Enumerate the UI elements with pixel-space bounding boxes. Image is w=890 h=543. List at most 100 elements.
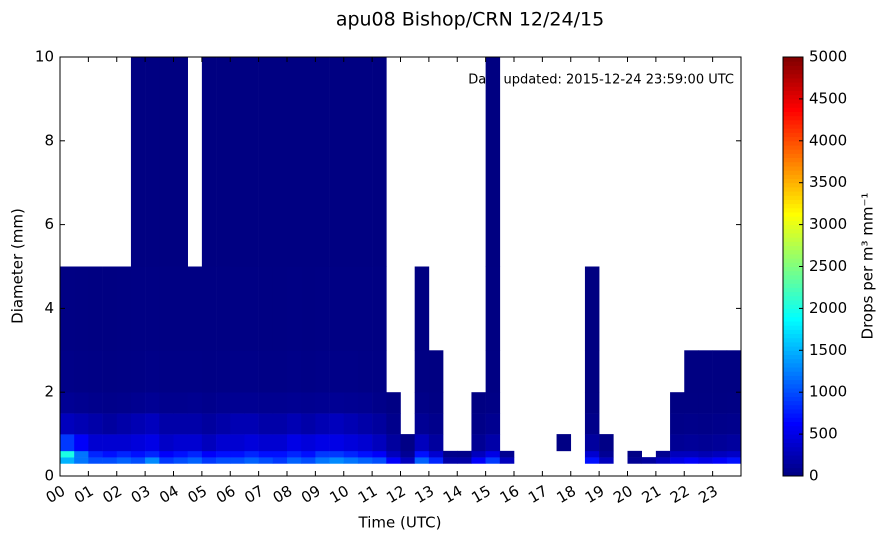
colorbar-segment xyxy=(783,320,803,326)
x-tick-label: 10 xyxy=(326,482,352,507)
heatmap-cell xyxy=(287,450,302,458)
y-tick-label: 6 xyxy=(44,215,54,233)
heatmap-cell xyxy=(74,413,89,435)
heatmap-cell xyxy=(145,57,160,267)
heatmap-cell xyxy=(173,457,188,464)
heatmap-cell xyxy=(301,413,316,435)
colorbar-tick-label: 4000 xyxy=(809,131,847,149)
colorbar-segment xyxy=(783,153,803,159)
heatmap-cell xyxy=(88,434,103,452)
heatmap-cell xyxy=(88,350,103,393)
x-tick-label: 20 xyxy=(610,482,636,507)
heatmap-cell xyxy=(187,350,203,393)
colorbar-segment xyxy=(783,94,803,100)
heatmap-cell xyxy=(471,450,486,458)
colorbar-segment xyxy=(783,362,803,368)
heatmap-cell xyxy=(485,392,501,414)
heatmap-cell xyxy=(88,392,103,414)
heatmap-cell xyxy=(173,57,188,267)
heatmap-cell xyxy=(230,392,245,414)
heatmap-cell xyxy=(130,450,146,458)
heatmap-cell xyxy=(230,450,245,458)
colorbar-segment xyxy=(783,191,803,196)
heatmap-cell xyxy=(173,392,188,414)
colorbar-tick-label: 3500 xyxy=(809,173,847,191)
heatmap-cell xyxy=(670,450,685,458)
heatmap-cell xyxy=(74,350,89,393)
heatmap-cell xyxy=(726,457,742,464)
colorbar-tick-label: 0 xyxy=(809,467,819,485)
heatmap-cell xyxy=(386,457,401,464)
colorbar-segment xyxy=(783,413,803,418)
heatmap-cell xyxy=(244,266,259,351)
heatmap-cell xyxy=(698,350,713,393)
x-tick-label: 13 xyxy=(412,482,438,507)
heatmap-cell xyxy=(301,450,316,458)
colorbar-segment xyxy=(783,442,803,448)
x-tick-label: 06 xyxy=(213,482,239,507)
x-tick-label: 05 xyxy=(185,482,211,507)
heatmap-cell xyxy=(102,434,118,452)
colorbar-segment xyxy=(783,258,803,263)
colorbar-segment xyxy=(783,375,803,381)
colorbar-segment xyxy=(783,446,803,452)
heatmap-cell xyxy=(372,450,387,458)
heatmap-cell xyxy=(315,392,330,414)
x-tick-label: 14 xyxy=(440,482,466,507)
heatmap-cell xyxy=(372,57,387,267)
heatmap-cell xyxy=(428,434,444,452)
colorbar-tick-label: 2000 xyxy=(809,299,847,317)
colorbar-segment xyxy=(783,245,803,251)
colorbar-segment xyxy=(783,459,803,464)
heatmap-cell xyxy=(216,413,231,435)
heatmap-cell xyxy=(187,457,203,464)
colorbar-segment xyxy=(783,186,803,192)
heatmap-cell xyxy=(485,457,501,464)
heatmap-cell xyxy=(457,457,472,464)
colorbar-segment xyxy=(783,346,803,351)
heatmap-cell xyxy=(159,450,174,458)
heatmap-cell xyxy=(287,350,302,393)
heatmap-cell xyxy=(428,392,444,414)
heatmap-cell xyxy=(343,266,359,351)
colorbar-segment xyxy=(783,325,803,330)
colorbar-segment xyxy=(783,438,803,443)
colorbar-segment xyxy=(783,308,803,314)
x-tick-label: 16 xyxy=(497,482,523,507)
colorbar-segment xyxy=(783,73,803,79)
heatmap-cell xyxy=(357,413,373,435)
heatmap-cell xyxy=(102,457,118,464)
heatmap-cell xyxy=(301,457,316,464)
heatmap-cell xyxy=(130,413,146,435)
heatmap-cell xyxy=(272,457,288,464)
heatmap-cell xyxy=(74,266,89,351)
heatmap-cell xyxy=(159,57,174,267)
heatmap-cell xyxy=(201,457,217,464)
heatmap-cell xyxy=(244,350,259,393)
heatmap-cell xyxy=(116,413,132,435)
heatmap-cell xyxy=(698,392,713,414)
heatmap-cell xyxy=(60,450,75,458)
heatmap-cell xyxy=(329,392,345,414)
heatmap-cell xyxy=(130,266,146,351)
heatmap-cell xyxy=(272,266,288,351)
heatmap-cell xyxy=(159,266,174,351)
heatmap-cell xyxy=(88,266,103,351)
heatmap-cell xyxy=(244,392,259,414)
heatmap-cell xyxy=(684,350,699,393)
colorbar-segment xyxy=(783,383,803,389)
colorbar-segment xyxy=(783,69,803,75)
heatmap-cell xyxy=(187,450,203,458)
heatmap-cell xyxy=(159,457,174,464)
heatmap-cell xyxy=(584,434,600,452)
heatmap-cell xyxy=(145,450,160,458)
heatmap-cell xyxy=(116,266,132,351)
colorbar-segment xyxy=(783,329,803,335)
y-tick-label: 10 xyxy=(35,48,54,66)
heatmap-cell xyxy=(201,450,217,458)
x-tick-label: 08 xyxy=(270,482,296,507)
heatmap-cell xyxy=(386,392,401,414)
x-tick-label: 03 xyxy=(128,482,154,507)
heatmap-cell xyxy=(244,450,259,458)
heatmap-cell xyxy=(357,457,373,464)
